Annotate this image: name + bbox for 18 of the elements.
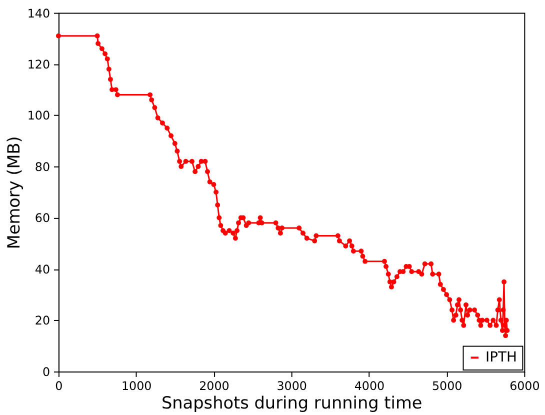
- x-tick-label: 4000: [354, 378, 385, 393]
- y-tick-label: 40: [34, 262, 50, 276]
- legend-label: IPTH: [486, 350, 517, 366]
- x-tick-label: 6000: [510, 378, 540, 393]
- y-tick-label: 80: [34, 160, 50, 174]
- y-axis-title: Memory (MB): [3, 136, 24, 250]
- x-tick-label: 3000: [276, 378, 307, 393]
- y-tick-label: 60: [34, 211, 50, 226]
- y-tick-label: 20: [34, 314, 50, 328]
- y-tick-label: 120: [27, 58, 50, 72]
- x-axis-title: Snapshots during running time: [161, 392, 422, 413]
- y-tick-label: 100: [27, 108, 50, 123]
- x-tick-label: 2000: [199, 378, 230, 393]
- x-tick-label: 1000: [121, 378, 152, 393]
- y-tick-label: 140: [27, 6, 50, 20]
- x-tick-label: 0: [55, 378, 63, 393]
- y-tick-label: 0: [42, 364, 50, 379]
- x-tick-label: 5000: [432, 378, 462, 393]
